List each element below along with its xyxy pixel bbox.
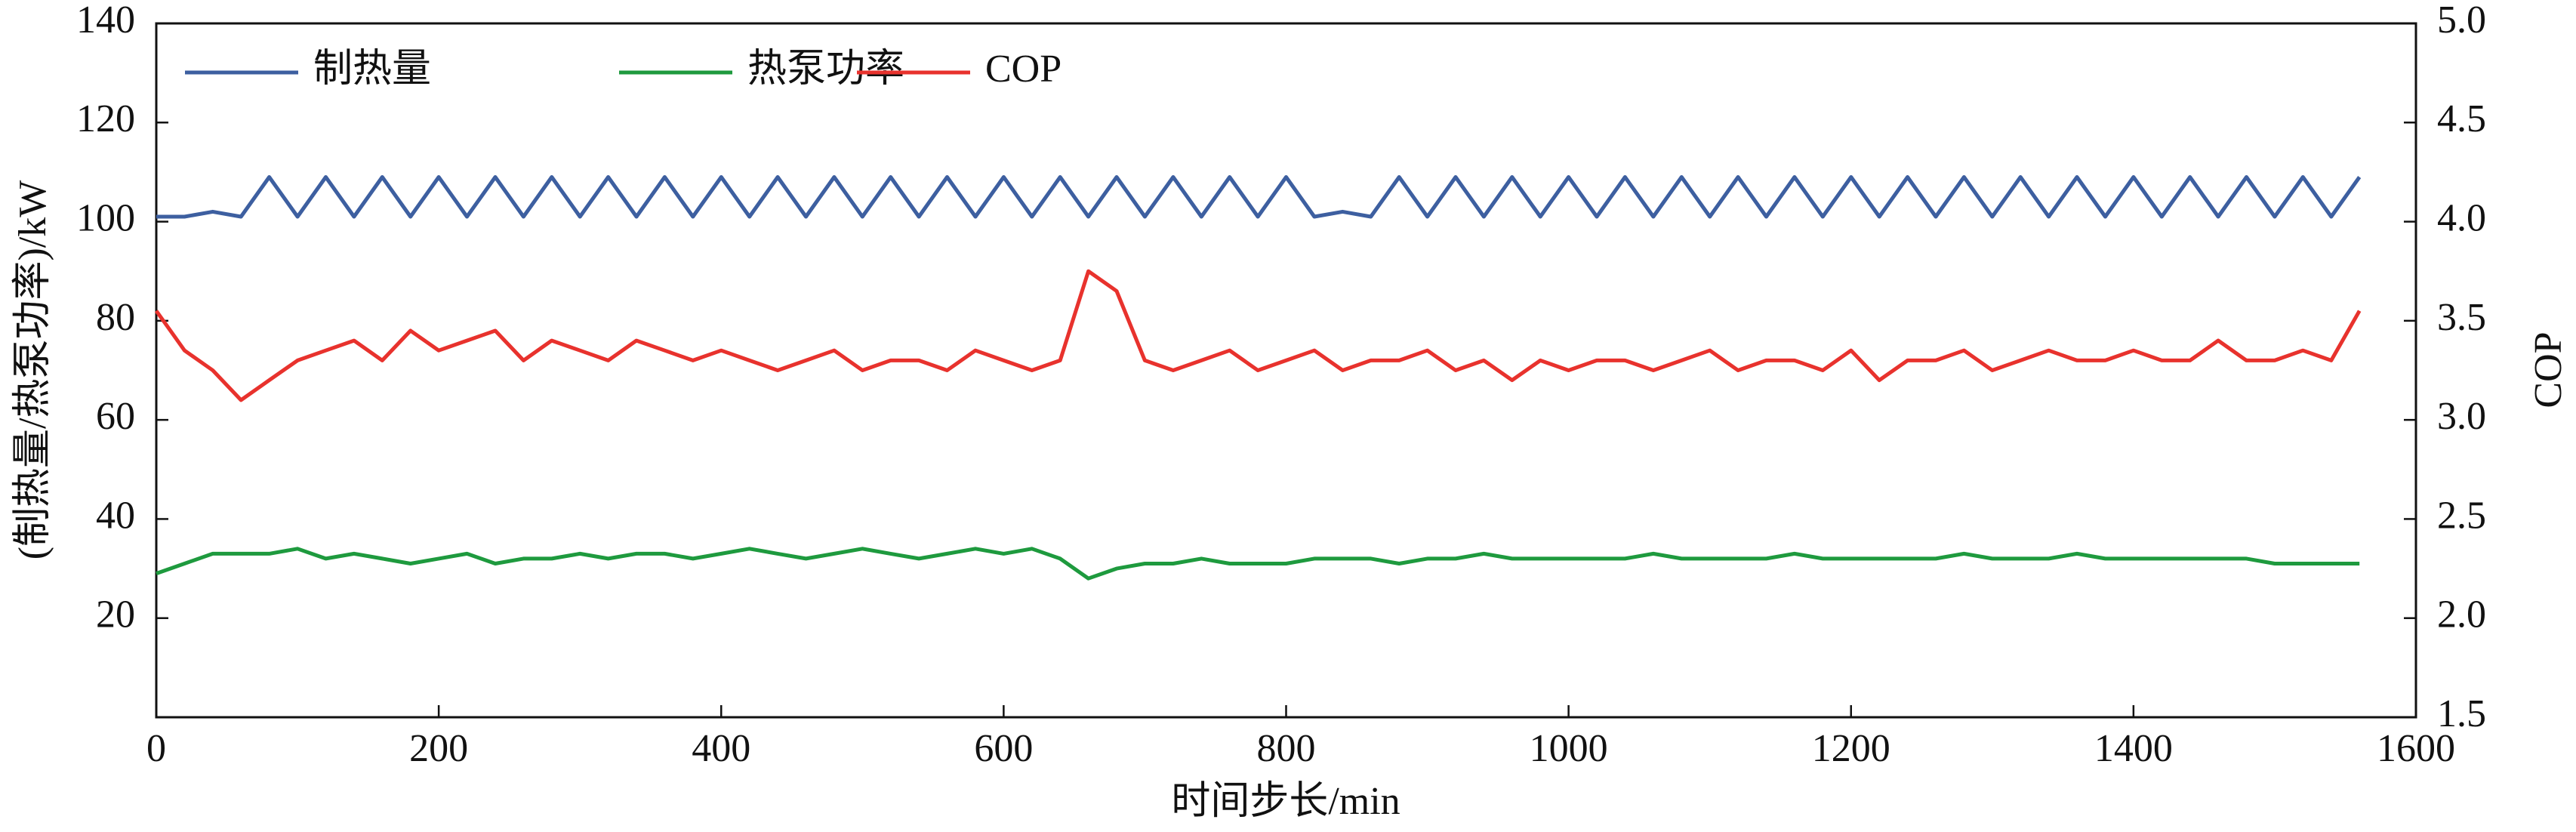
- y-tick-label: 80: [96, 296, 135, 339]
- y-tick-label: 60: [96, 395, 135, 438]
- y-tick-label: 20: [96, 593, 135, 636]
- y-tick-label: 120: [76, 97, 135, 140]
- y2-tick-label: 1.5: [2437, 692, 2486, 735]
- x-tick-label: 400: [692, 727, 750, 770]
- x-tick-label: 1600: [2377, 727, 2455, 770]
- y2-tick-label: 4.0: [2437, 197, 2486, 240]
- series-line: [154, 269, 2362, 402]
- y2-axis-label: COP: [2527, 331, 2570, 408]
- x-axis-label: 时间步长/min: [1171, 780, 1400, 823]
- legend-label: 热泵功率: [747, 48, 904, 91]
- series-line: [156, 547, 2360, 581]
- x-tick-label: 200: [409, 727, 468, 770]
- y2-tick-label: 3.0: [2437, 395, 2486, 438]
- y2-tick-label: 4.5: [2437, 97, 2486, 140]
- y-tick-label: 100: [76, 197, 135, 240]
- y-tick-label: 140: [76, 0, 135, 42]
- legend-label: 制热量: [313, 48, 431, 91]
- x-tick-label: 800: [1257, 727, 1316, 770]
- y2-tick-label: 3.5: [2437, 296, 2486, 339]
- x-tick-label: 600: [974, 727, 1033, 770]
- legend-label: COP: [985, 48, 1062, 91]
- y2-tick-label: 2.5: [2437, 494, 2486, 537]
- series-line: [156, 175, 2362, 219]
- x-tick-label: 1400: [2094, 727, 2173, 770]
- y2-tick-label: 5.0: [2437, 0, 2486, 42]
- x-tick-label: 1200: [1812, 727, 1890, 770]
- y-tick-label: 40: [96, 494, 135, 537]
- plot-frame: [155, 22, 2417, 719]
- x-tick-label: 1000: [1530, 727, 1608, 770]
- y-axis-label: (制热量/热泵功率)/kW: [11, 180, 54, 560]
- y2-tick-label: 2.0: [2437, 593, 2486, 636]
- x-tick-label: 0: [146, 727, 166, 770]
